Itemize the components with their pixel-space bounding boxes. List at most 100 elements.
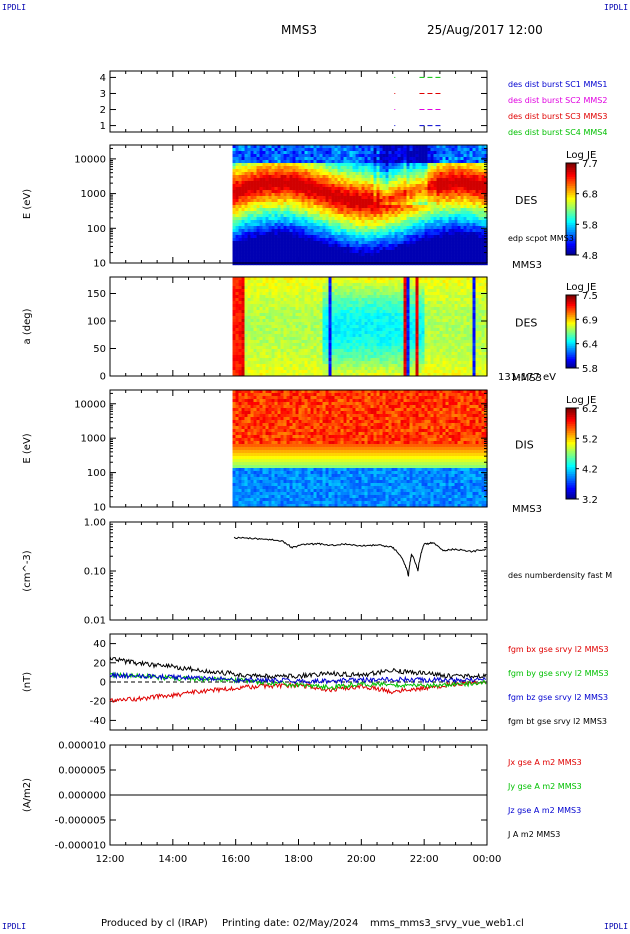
heatmap-cell [238, 160, 242, 164]
heatmap-cell [484, 259, 488, 263]
heatmap-cell [328, 178, 332, 182]
heatmap-cell [412, 172, 416, 176]
heatmap-cell [463, 184, 467, 188]
legend-entry: des dist burst SC4 MMS4 [508, 128, 607, 137]
heatmap-cell [235, 310, 239, 314]
colorbar-tick-label: 4.8 [582, 251, 598, 262]
heatmap-cell [436, 241, 440, 245]
heatmap-cell [352, 193, 356, 197]
heatmap-cell [415, 226, 419, 230]
heatmap-cell [361, 163, 365, 167]
heatmap-cell [379, 175, 383, 179]
heatmap-cell [283, 220, 287, 224]
heatmap-cell [397, 217, 401, 221]
heatmap-cell [232, 325, 236, 329]
heatmap-cell [235, 283, 239, 287]
heatmap-cell [430, 241, 434, 245]
heatmap-cell [265, 367, 269, 371]
colorbar-cell [566, 238, 576, 242]
heatmap-cell [412, 178, 416, 182]
heatmap-cell [457, 190, 461, 194]
heatmap-cell [250, 232, 254, 236]
heatmap-cell [337, 151, 341, 155]
heatmap-cell [241, 289, 245, 293]
heatmap-cell [289, 193, 293, 197]
heatmap-cell [292, 361, 296, 365]
heatmap-cell [292, 157, 296, 161]
heatmap-cell [343, 232, 347, 236]
heatmap-cell [313, 343, 317, 347]
heatmap-cell [469, 184, 473, 188]
heatmap-cell [403, 247, 407, 251]
heatmap-cell [316, 358, 320, 362]
heatmap-cell [292, 337, 296, 341]
heatmap-cell [484, 223, 488, 227]
heatmap-cell [346, 154, 350, 158]
heatmap-cell [337, 226, 341, 230]
heatmap-cell [316, 301, 320, 305]
heatmap-cell [304, 325, 308, 329]
heatmap-cell [328, 205, 332, 209]
heatmap-cell [463, 145, 467, 149]
heatmap-cell [271, 367, 275, 371]
heatmap-cell [283, 178, 287, 182]
heatmap-cell [382, 205, 386, 209]
heatmap-cell [313, 349, 317, 353]
heatmap-cell [481, 190, 485, 194]
heatmap-cell [265, 166, 269, 170]
heatmap-cell [289, 295, 293, 299]
heatmap-cell [400, 166, 404, 170]
heatmap-cell [292, 355, 296, 359]
heatmap-cell [244, 355, 248, 359]
heatmap-cell [319, 364, 323, 368]
heatmap-cell [334, 238, 338, 242]
heatmap-cell [259, 349, 263, 353]
heatmap-cell [292, 370, 296, 374]
heatmap-cell [316, 319, 320, 323]
heatmap-cell [244, 304, 248, 308]
heatmap-cell [334, 322, 338, 326]
heatmap-cell [244, 178, 248, 182]
heatmap-cell [271, 340, 275, 344]
heatmap-cell [265, 217, 269, 221]
heatmap-cell [406, 187, 410, 191]
heatmap-cell [292, 232, 296, 236]
heatmap-cell [241, 172, 245, 176]
heatmap-cell [316, 316, 320, 320]
heatmap-cell [364, 238, 368, 242]
heatmap-cell [259, 340, 263, 344]
heatmap-cell [397, 238, 401, 242]
heatmap-cell [370, 262, 374, 266]
heatmap-cell [337, 256, 341, 260]
heatmap-cell [418, 199, 422, 203]
heatmap-cell [277, 181, 281, 185]
heatmap-cell [280, 253, 284, 257]
heatmap-cell [361, 145, 365, 149]
heatmap-cell [424, 214, 428, 218]
heatmap-cell [457, 172, 461, 176]
heatmap-cell [319, 145, 323, 149]
heatmap-cell [298, 292, 302, 296]
heatmap-cell [481, 205, 485, 209]
heatmap-cell [460, 202, 464, 206]
heatmap-cell [292, 208, 296, 212]
heatmap-cell [421, 166, 425, 170]
heatmap-cell [451, 247, 455, 251]
heatmap-cell [307, 259, 311, 263]
heatmap-cell [316, 256, 320, 260]
heatmap-cell [232, 208, 236, 212]
heatmap-cell [265, 247, 269, 251]
heatmap-cell [385, 211, 389, 215]
heatmap-cell [412, 157, 416, 161]
heatmap-cell [265, 208, 269, 212]
heatmap-cell [409, 145, 413, 149]
heatmap-cell [307, 331, 311, 335]
heatmap-cell [412, 187, 416, 191]
heatmap-cell [235, 214, 239, 218]
heatmap-cell [298, 349, 302, 353]
heatmap-cell [325, 289, 329, 293]
heatmap-cell [232, 241, 236, 245]
heatmap-cell [319, 361, 323, 365]
heatmap-cell [376, 199, 380, 203]
heatmap-cell [304, 187, 308, 191]
